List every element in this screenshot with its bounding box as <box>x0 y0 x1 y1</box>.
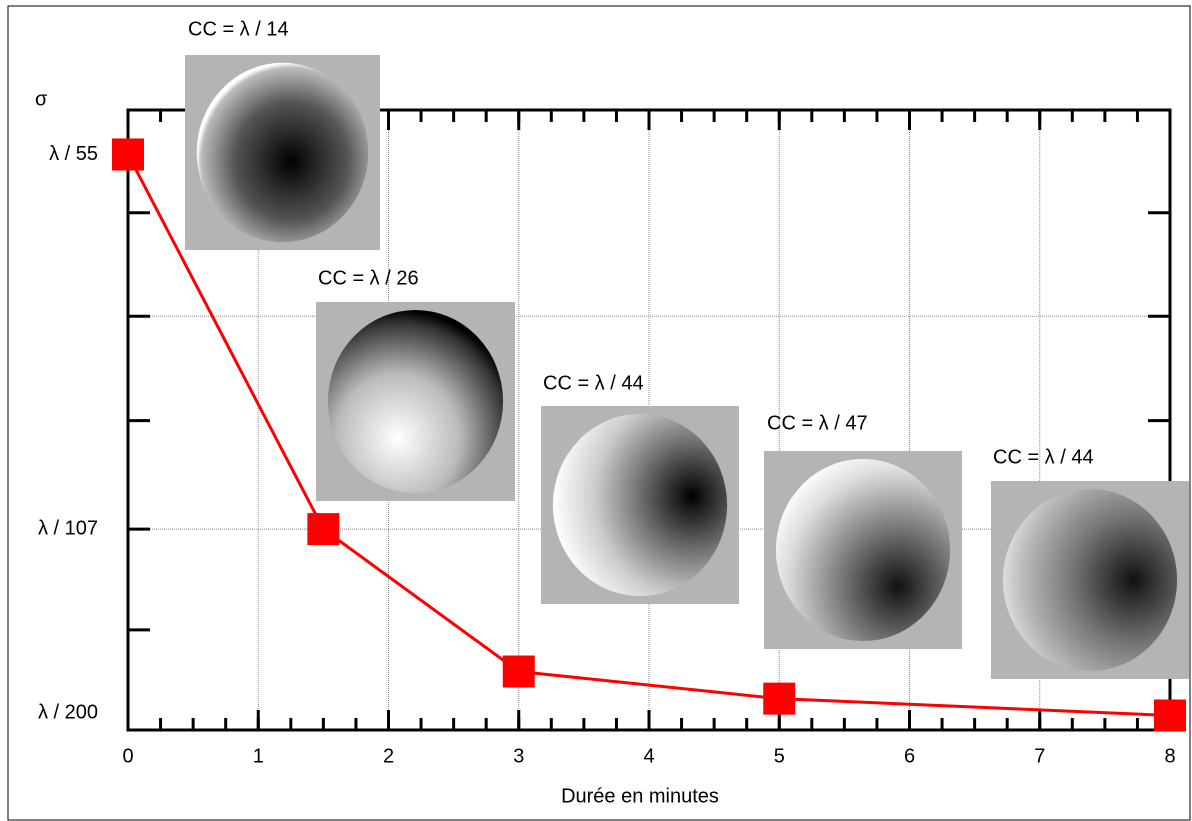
data-point <box>1154 699 1186 732</box>
inset-wavefront <box>1002 488 1178 672</box>
plot-frame <box>126 108 1172 732</box>
annotation: CC = λ / 47 <box>767 412 868 434</box>
annotation: CC = λ / 26 <box>318 267 419 289</box>
annotation: CC = λ / 44 <box>993 446 1094 468</box>
inset-wavefront <box>196 62 369 243</box>
annotation: CC = λ / 14 <box>188 18 289 40</box>
x-tick-label: 4 <box>643 745 654 767</box>
data-point <box>307 513 340 546</box>
x-axis-label: Durée en minutes <box>561 785 719 807</box>
x-tick-label: 5 <box>774 745 785 767</box>
data-point <box>112 138 144 171</box>
y-tick-label: λ / 55 <box>49 143 98 165</box>
data-point <box>763 682 796 715</box>
annotation: CC = λ / 44 <box>543 372 644 394</box>
data-point <box>502 655 535 688</box>
frame <box>7 5 1191 821</box>
x-tick-label: 0 <box>122 745 133 767</box>
x-tick-label: 2 <box>383 745 394 767</box>
x-tick-label: 8 <box>1164 745 1175 767</box>
x-tick-label: 7 <box>1034 745 1045 767</box>
x-tick-label: 1 <box>253 745 264 767</box>
inset-wavefront <box>327 309 504 494</box>
y-tick-label: λ / 200 <box>38 702 98 724</box>
y-axis-label: σ <box>35 88 48 110</box>
inset-wavefront <box>552 413 728 597</box>
inset-wavefront <box>775 458 951 642</box>
y-tick-label: λ / 107 <box>38 517 98 539</box>
x-tick-label: 6 <box>904 745 915 767</box>
x-tick-label: 3 <box>513 745 524 767</box>
